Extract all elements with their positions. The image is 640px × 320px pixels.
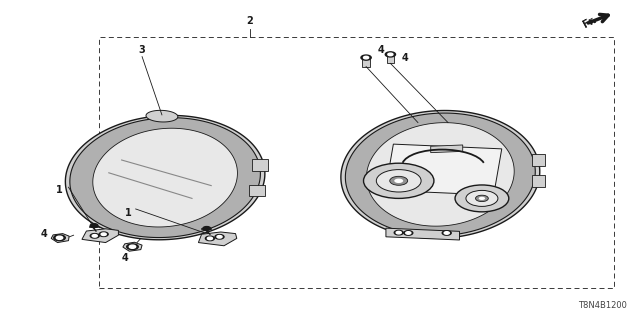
Circle shape xyxy=(207,237,212,240)
Circle shape xyxy=(388,53,393,56)
Text: T8N4B1200: T8N4B1200 xyxy=(579,301,627,310)
Circle shape xyxy=(90,234,99,238)
Circle shape xyxy=(406,232,411,234)
Circle shape xyxy=(215,235,224,239)
Circle shape xyxy=(476,195,488,202)
Polygon shape xyxy=(341,110,540,238)
Polygon shape xyxy=(65,116,265,240)
Text: Fr.: Fr. xyxy=(581,15,598,30)
Circle shape xyxy=(129,245,136,248)
Circle shape xyxy=(385,52,396,57)
Text: 3: 3 xyxy=(139,44,145,55)
Bar xyxy=(387,55,394,63)
Text: 1: 1 xyxy=(56,185,62,196)
Circle shape xyxy=(364,56,369,59)
Text: 4: 4 xyxy=(40,228,47,239)
Circle shape xyxy=(376,170,421,192)
Bar xyxy=(362,59,370,67)
Circle shape xyxy=(364,163,434,198)
Circle shape xyxy=(217,236,222,238)
Circle shape xyxy=(394,230,403,235)
Polygon shape xyxy=(93,128,237,227)
Circle shape xyxy=(444,232,449,234)
Circle shape xyxy=(92,235,97,237)
Circle shape xyxy=(90,224,98,228)
Polygon shape xyxy=(51,234,69,243)
Circle shape xyxy=(394,179,403,183)
Text: 4: 4 xyxy=(122,252,129,263)
Text: 4: 4 xyxy=(378,45,385,55)
Polygon shape xyxy=(82,229,118,243)
Bar xyxy=(249,185,265,196)
Bar xyxy=(252,159,268,171)
Circle shape xyxy=(205,236,214,241)
Polygon shape xyxy=(198,232,237,246)
Polygon shape xyxy=(385,144,502,195)
Polygon shape xyxy=(146,110,178,122)
Polygon shape xyxy=(346,113,535,236)
Circle shape xyxy=(101,233,106,236)
Polygon shape xyxy=(93,128,237,227)
Polygon shape xyxy=(70,118,260,237)
Polygon shape xyxy=(386,228,460,240)
Circle shape xyxy=(99,232,108,236)
Circle shape xyxy=(56,236,63,239)
Circle shape xyxy=(396,231,401,234)
Circle shape xyxy=(479,197,485,200)
Polygon shape xyxy=(431,145,463,153)
Circle shape xyxy=(54,235,65,241)
Text: 2: 2 xyxy=(246,16,253,26)
Bar xyxy=(532,154,545,166)
Bar xyxy=(532,175,545,187)
Circle shape xyxy=(466,190,498,206)
Circle shape xyxy=(455,185,509,212)
Circle shape xyxy=(203,227,211,230)
Bar xyxy=(99,37,614,288)
Polygon shape xyxy=(367,123,514,226)
Circle shape xyxy=(390,176,408,185)
Text: 1: 1 xyxy=(125,208,131,218)
Text: 4: 4 xyxy=(402,52,409,63)
Polygon shape xyxy=(123,242,142,251)
Circle shape xyxy=(404,231,413,235)
Circle shape xyxy=(442,231,451,235)
Circle shape xyxy=(127,244,138,250)
Circle shape xyxy=(361,55,371,60)
